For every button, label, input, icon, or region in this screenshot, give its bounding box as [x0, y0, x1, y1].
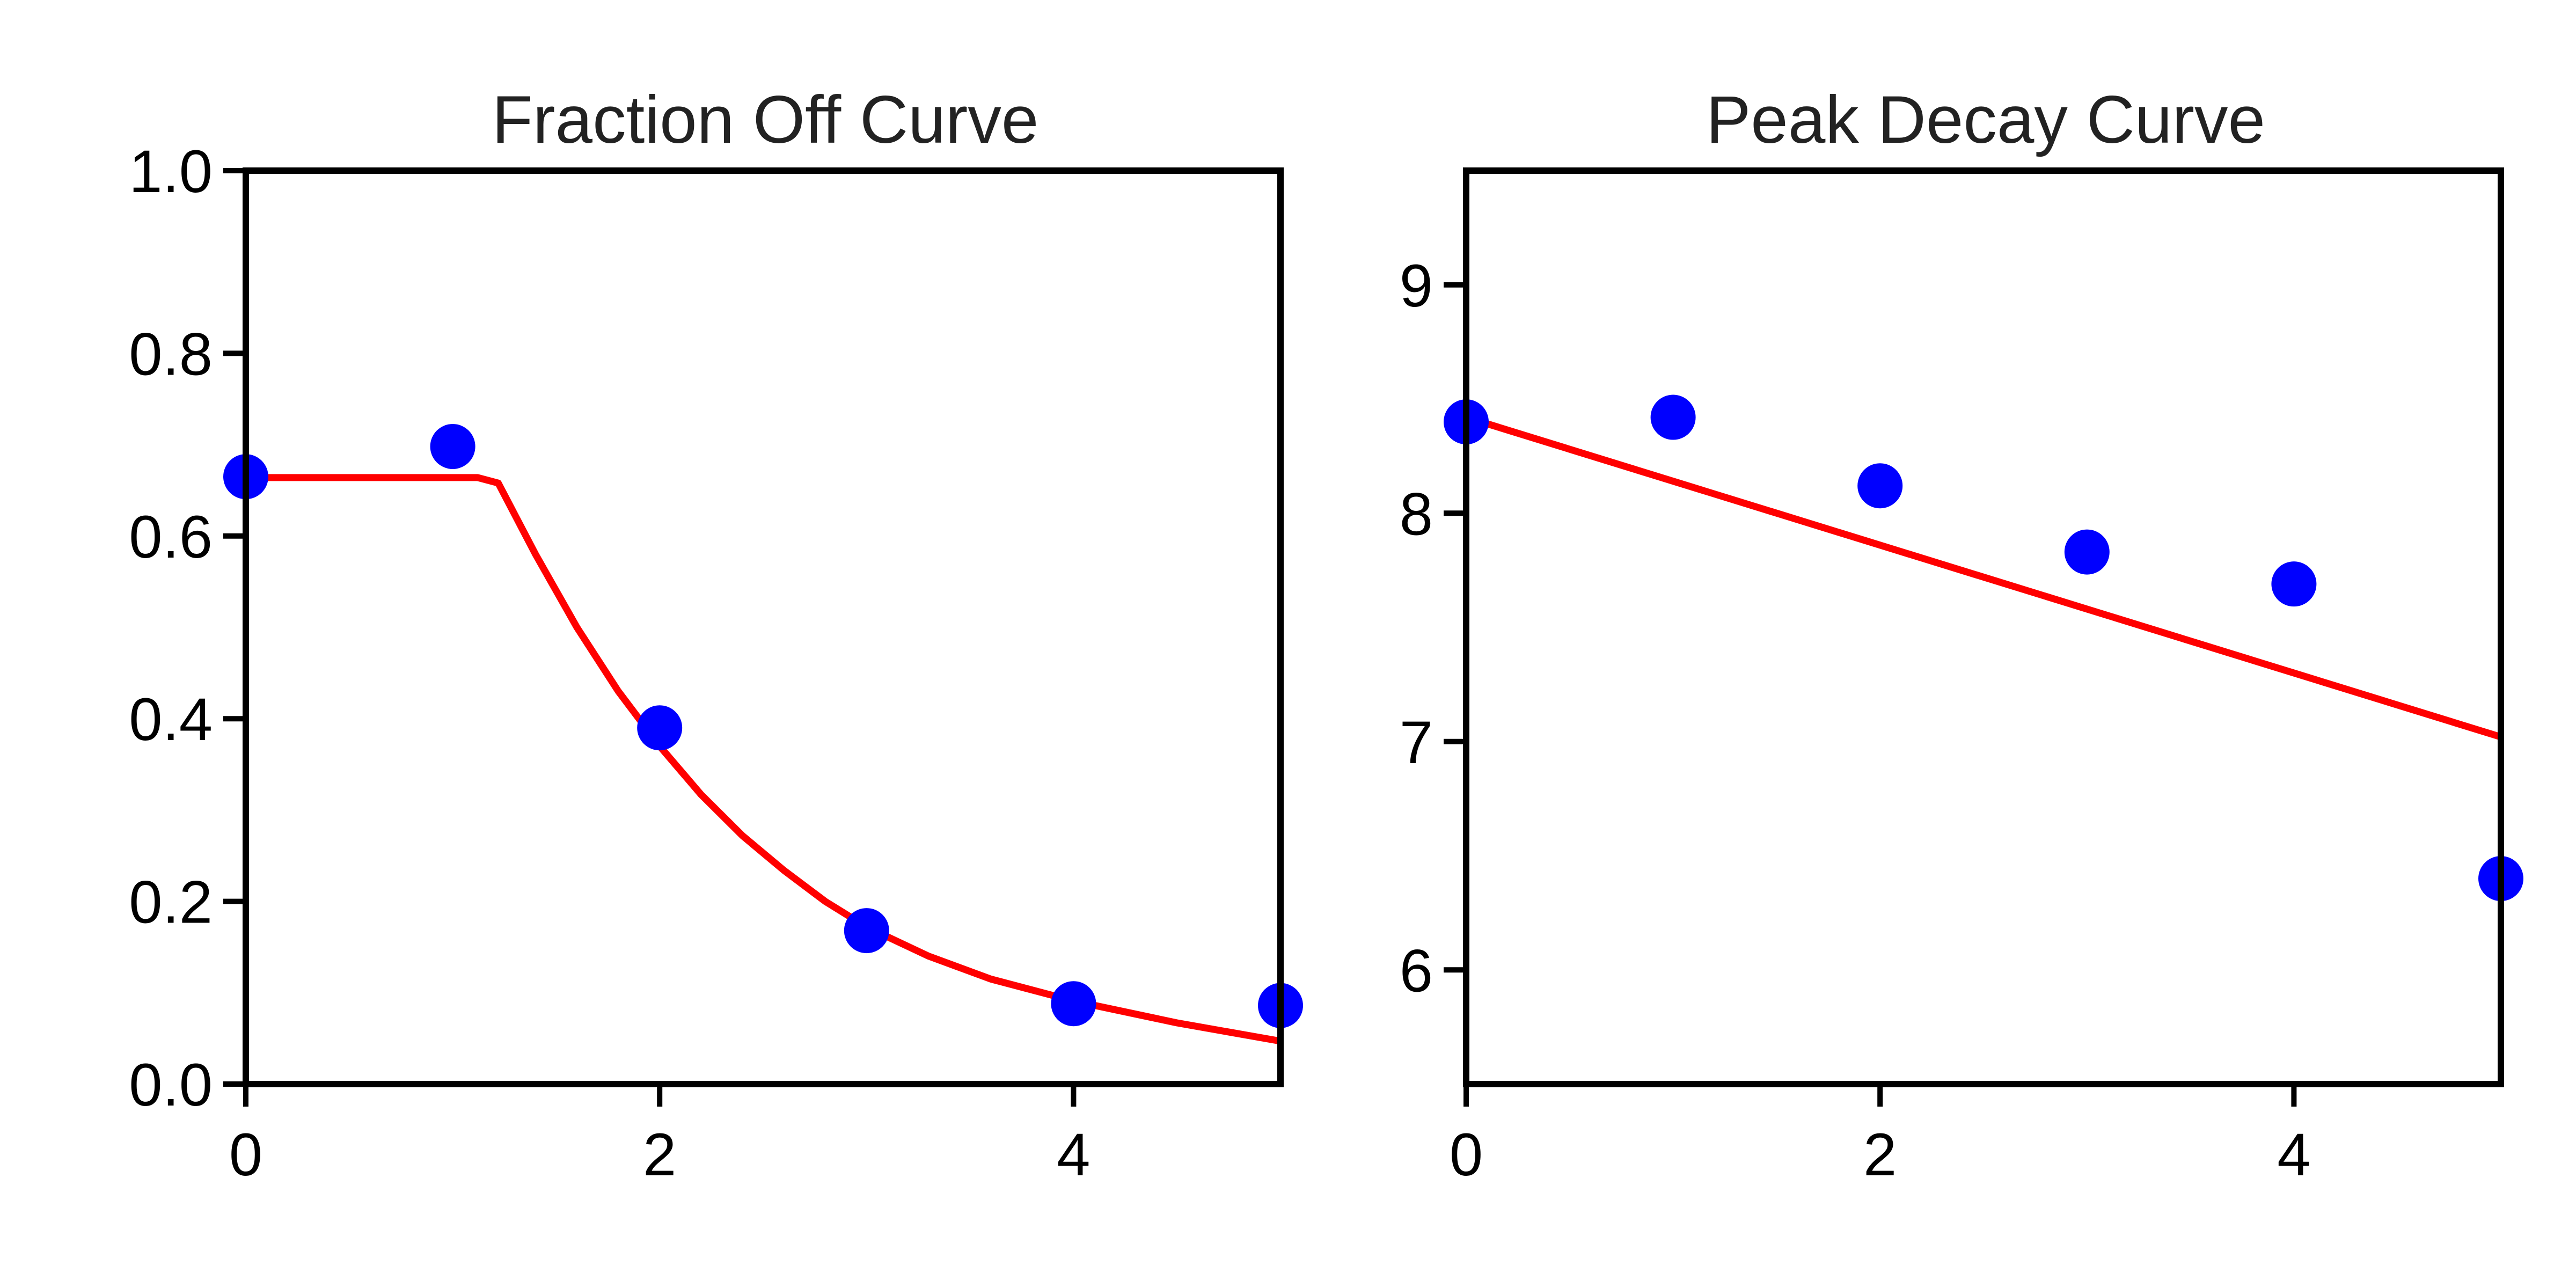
peak-decay-y-tick-label: 6 [1400, 937, 1433, 1004]
peak-decay-data-point [1857, 463, 1903, 509]
fraction-off-data-point [844, 908, 889, 954]
fraction-off-title: Fraction Off Curve [492, 83, 1039, 157]
peak-decay-x-tick-label: 2 [1863, 1121, 1897, 1188]
fraction-off-y-tick-label: 1.0 [129, 138, 213, 205]
peak-decay-panel: Peak Decay Curve 6 7 8 9 0 2 4 [1400, 83, 2523, 1188]
fraction-off-fit-line [246, 474, 1282, 1045]
fraction-off-x-axis: 0 2 4 [229, 1084, 1091, 1188]
fraction-off-data-point [1051, 981, 1096, 1027]
peak-decay-fit-line [1465, 414, 2502, 741]
peak-decay-axes-frame [1463, 167, 2504, 1087]
peak-decay-title: Peak Decay Curve [1706, 83, 2265, 157]
fraction-off-y-tick-label: 0.2 [129, 869, 213, 936]
fraction-off-fit-layer [246, 474, 1282, 1045]
fraction-off-y-tick-label: 0.4 [129, 686, 213, 753]
peak-decay-y-axis: 6 7 8 9 [1400, 252, 1466, 1004]
peak-decay-y-tick-label: 7 [1400, 709, 1433, 776]
peak-decay-data-point [2271, 561, 2317, 607]
peak-decay-data-point [2064, 529, 2110, 575]
peak-decay-fit-layer [1465, 414, 2502, 741]
peak-decay-x-axis: 0 2 4 [1450, 1084, 2311, 1188]
peak-decay-data-point [1650, 394, 1696, 440]
fraction-off-x-tick-label: 2 [643, 1121, 676, 1188]
peak-decay-points-layer [1444, 394, 2523, 902]
peak-decay-y-tick-label: 8 [1400, 480, 1433, 547]
fraction-off-x-tick-label: 0 [229, 1121, 262, 1188]
fraction-off-y-axis: 0.0 0.2 0.4 0.6 0.8 1.0 [129, 138, 246, 1118]
fraction-off-y-tick-label: 0.6 [129, 503, 213, 570]
fraction-off-data-point [430, 424, 475, 470]
fraction-off-points-layer [223, 424, 1303, 1028]
fraction-off-x-tick-label: 4 [1057, 1121, 1090, 1188]
fraction-off-panel: Fraction Off Curve 0.0 0.2 0.4 0.6 0.8 1.0 0 2… [129, 83, 1303, 1188]
fraction-off-axes-frame [243, 167, 1284, 1087]
fraction-off-y-tick-label: 0.0 [129, 1051, 213, 1118]
peak-decay-y-tick-label: 9 [1400, 252, 1433, 319]
fraction-off-data-point [637, 705, 683, 751]
peak-decay-x-tick-label: 4 [2277, 1121, 2310, 1188]
fraction-off-y-tick-label: 0.8 [129, 320, 213, 387]
peak-decay-x-tick-label: 0 [1450, 1121, 1483, 1188]
